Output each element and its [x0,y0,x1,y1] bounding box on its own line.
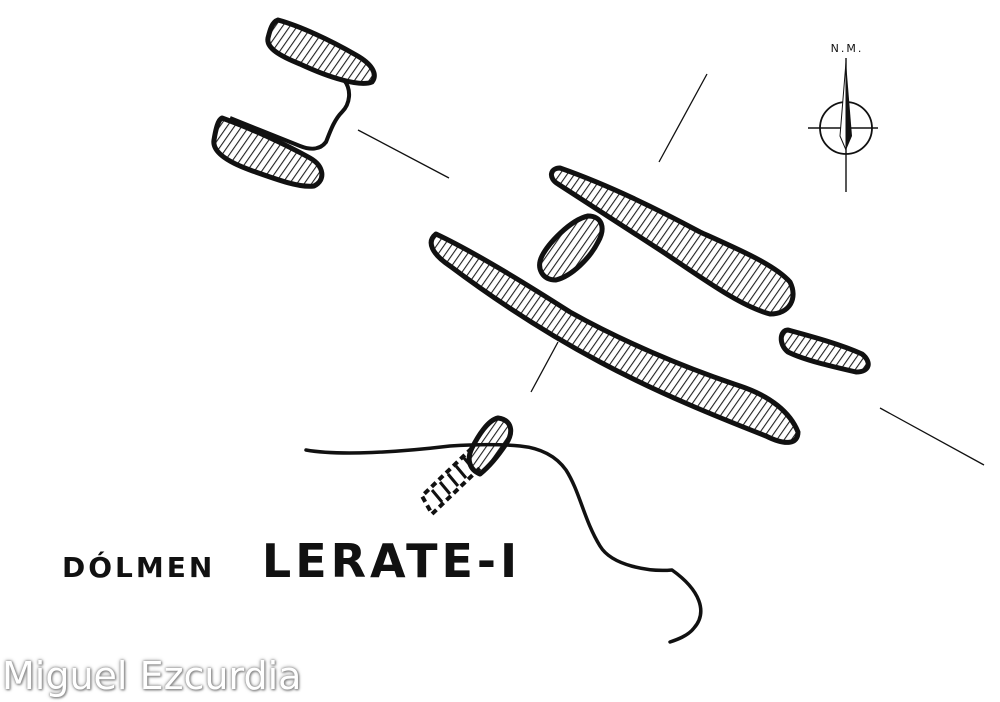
outer-stone-connector [229,78,351,151]
buried-stone-hatching [430,457,476,503]
title-word-site-name: LERATE-I [261,534,522,588]
stream-line [304,442,703,644]
drawing-title: DÓLMEN LERATE-I [62,534,521,588]
cross-line-lower [530,341,559,393]
cross-line-upper [658,73,708,163]
author-watermark: Miguel Ezcurdia [2,654,302,698]
outer-stone-top-left [265,17,377,86]
title-word-dolmen: DÓLMEN [62,551,216,584]
buried-stone-outline [419,446,484,518]
lower-long-slab [428,231,801,445]
north-arrow [808,58,878,192]
axis-line-lower-right [879,407,985,466]
upper-long-slab [549,165,796,317]
small-oval-stone [537,213,605,283]
axis-line-upper-left [357,129,450,179]
north-arrow-label: N.M. [830,42,864,55]
outer-stone-bottom-left [211,115,325,189]
small-right-stone [778,327,871,375]
